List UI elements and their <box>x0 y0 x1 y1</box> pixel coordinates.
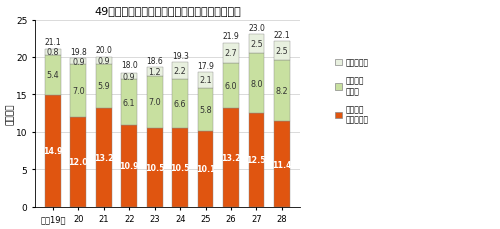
Text: 0.8: 0.8 <box>46 48 59 57</box>
Text: 8.2: 8.2 <box>276 87 288 96</box>
Text: 18.6: 18.6 <box>146 57 163 65</box>
Y-axis label: （千人）: （千人） <box>6 103 15 124</box>
Bar <box>198 88 214 131</box>
Bar <box>248 114 264 207</box>
Text: 0.9: 0.9 <box>98 57 110 65</box>
Bar <box>147 128 162 207</box>
Text: 6.6: 6.6 <box>174 99 186 109</box>
Text: 21.1: 21.1 <box>44 38 61 47</box>
Text: 7.0: 7.0 <box>72 87 85 96</box>
Bar <box>122 73 137 80</box>
Bar <box>70 58 86 65</box>
Text: 7.0: 7.0 <box>148 98 161 107</box>
Bar <box>198 73 214 88</box>
Bar <box>122 80 137 125</box>
Text: 5.8: 5.8 <box>200 105 212 114</box>
Text: 13.2: 13.2 <box>221 153 241 162</box>
Bar <box>172 128 188 207</box>
Bar <box>45 96 61 207</box>
Text: 12.0: 12.0 <box>68 158 88 167</box>
Bar <box>70 117 86 207</box>
Bar <box>96 109 112 207</box>
Text: 19.3: 19.3 <box>172 51 188 60</box>
Text: 6.0: 6.0 <box>225 82 237 90</box>
Text: 23.0: 23.0 <box>248 24 265 33</box>
Text: 8.0: 8.0 <box>250 79 262 88</box>
Text: 0.9: 0.9 <box>123 72 136 81</box>
Bar <box>198 131 214 207</box>
Text: 5.4: 5.4 <box>46 71 59 80</box>
Text: 2.7: 2.7 <box>224 49 237 58</box>
Text: 22.1: 22.1 <box>274 30 290 39</box>
Bar <box>248 35 264 54</box>
Text: 1.2: 1.2 <box>148 67 161 76</box>
Text: 2.5: 2.5 <box>250 40 263 49</box>
Text: 10.9: 10.9 <box>120 162 139 171</box>
Text: 11.4: 11.4 <box>272 160 292 169</box>
Bar <box>147 67 162 76</box>
Text: 21.9: 21.9 <box>222 32 240 41</box>
Text: 10.5: 10.5 <box>170 163 190 172</box>
Legend: 新規参入者, 新規雇用
就農者, 新規自営
農業就農者: 新規参入者, 新規雇用 就農者, 新規自営 農業就農者 <box>334 57 370 126</box>
Bar <box>122 125 137 207</box>
Bar <box>45 55 61 96</box>
Bar <box>274 61 290 122</box>
Text: 0.9: 0.9 <box>72 57 85 66</box>
Text: 13.2: 13.2 <box>94 153 114 162</box>
Bar <box>45 49 61 55</box>
Bar <box>248 54 264 114</box>
Text: 17.9: 17.9 <box>197 62 214 71</box>
Text: 18.0: 18.0 <box>121 61 138 70</box>
Bar <box>223 44 239 64</box>
Title: 49歳以下の新規就農者数の推移（就農形態別）: 49歳以下の新規就農者数の推移（就農形態別） <box>94 5 241 16</box>
Bar <box>223 64 239 109</box>
Bar <box>172 79 188 128</box>
Text: 2.5: 2.5 <box>276 47 288 56</box>
Text: 2.2: 2.2 <box>174 67 186 76</box>
Text: 10.5: 10.5 <box>145 163 165 172</box>
Bar <box>274 42 290 61</box>
Text: 10.1: 10.1 <box>196 165 216 174</box>
Bar <box>274 122 290 207</box>
Bar <box>147 76 162 128</box>
Bar <box>223 109 239 207</box>
Text: 12.5: 12.5 <box>246 156 266 165</box>
Bar <box>96 58 112 64</box>
Text: 2.1: 2.1 <box>200 76 212 85</box>
Text: 6.1: 6.1 <box>123 98 136 107</box>
Bar <box>70 65 86 117</box>
Bar <box>172 63 188 79</box>
Bar <box>96 64 112 109</box>
Text: 14.9: 14.9 <box>43 147 62 156</box>
Text: 5.9: 5.9 <box>98 82 110 91</box>
Text: 19.8: 19.8 <box>70 48 86 57</box>
Text: 20.0: 20.0 <box>96 46 112 55</box>
